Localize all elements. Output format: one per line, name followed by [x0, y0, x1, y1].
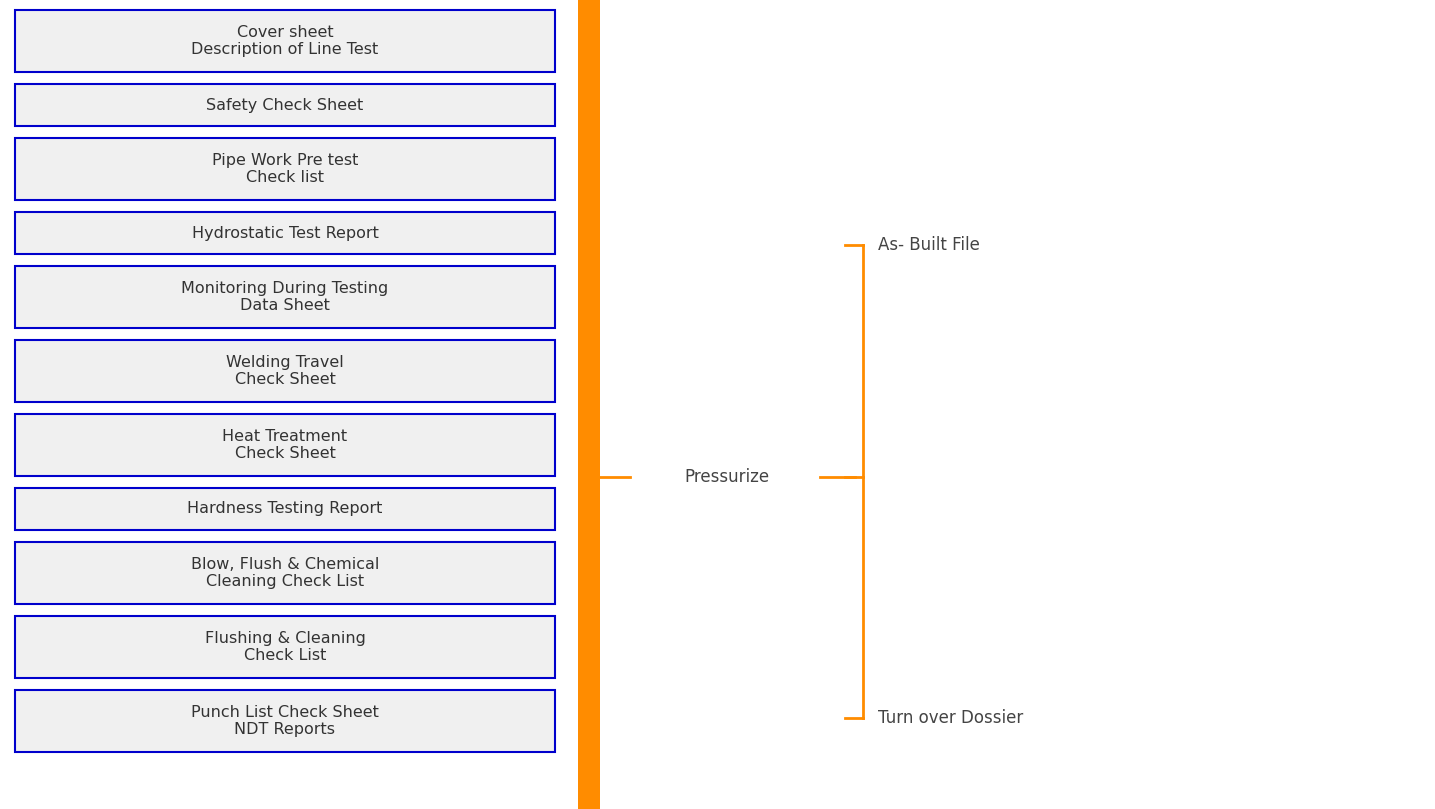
- Text: Cover sheet
Description of Line Test: Cover sheet Description of Line Test: [191, 25, 379, 57]
- Bar: [14, 414, 555, 476]
- Bar: [14, 690, 555, 752]
- Text: Monitoring During Testing
Data Sheet: Monitoring During Testing Data Sheet: [181, 281, 389, 313]
- Bar: [14, 266, 555, 328]
- Text: Flushing & Cleaning
Check List: Flushing & Cleaning Check List: [205, 631, 366, 663]
- Bar: [14, 340, 555, 402]
- Text: Hydrostatic Test Report: Hydrostatic Test Report: [191, 226, 379, 240]
- Bar: [14, 488, 555, 530]
- Text: Pipe Work Pre test
Check list: Pipe Work Pre test Check list: [212, 153, 359, 185]
- Text: Safety Check Sheet: Safety Check Sheet: [207, 98, 363, 112]
- Text: Welding Travel
Check Sheet: Welding Travel Check Sheet: [227, 355, 344, 388]
- Text: Blow, Flush & Chemical
Cleaning Check List: Blow, Flush & Chemical Cleaning Check Li…: [191, 557, 379, 589]
- Text: As- Built File: As- Built File: [878, 236, 980, 254]
- Bar: [14, 84, 555, 126]
- Bar: [14, 10, 555, 72]
- Bar: [14, 138, 555, 200]
- Text: Heat Treatment
Check Sheet: Heat Treatment Check Sheet: [222, 429, 347, 461]
- Bar: [578, 0, 600, 809]
- Bar: [14, 542, 555, 604]
- Text: Pressurize: Pressurize: [684, 468, 769, 486]
- Text: Turn over Dossier: Turn over Dossier: [878, 709, 1023, 727]
- Text: Hardness Testing Report: Hardness Testing Report: [188, 502, 383, 516]
- Text: Punch List Check Sheet
NDT Reports: Punch List Check Sheet NDT Reports: [191, 705, 379, 737]
- Bar: [14, 616, 555, 678]
- Bar: [14, 212, 555, 254]
